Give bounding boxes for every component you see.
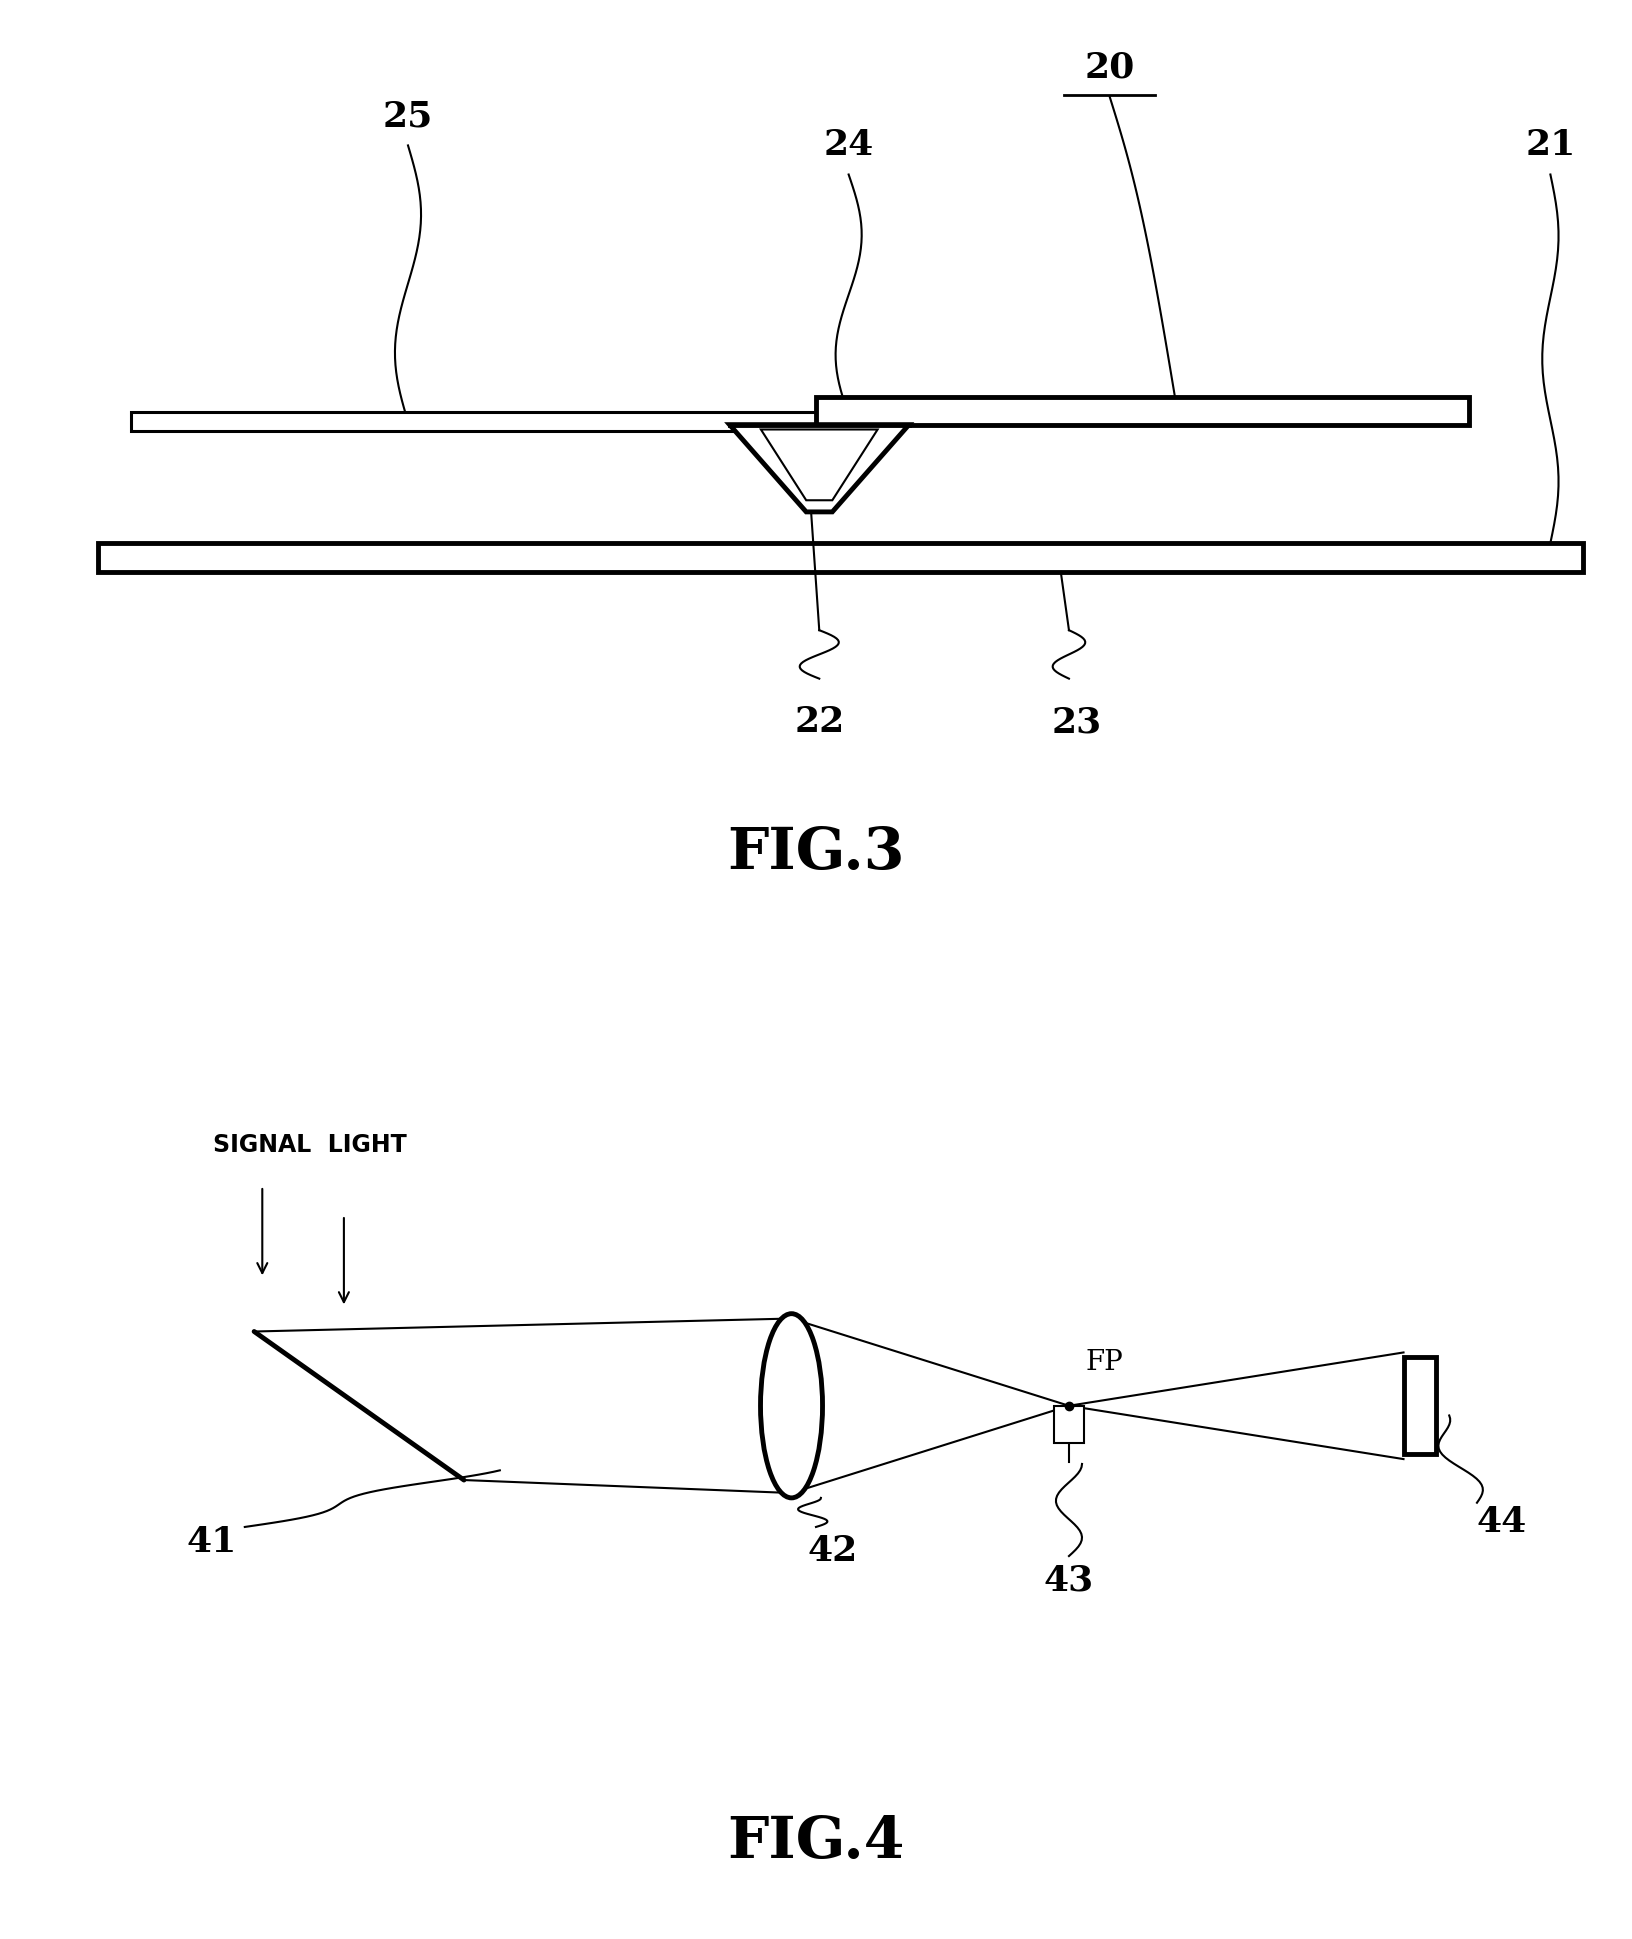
Text: SIGNAL  LIGHT: SIGNAL LIGHT: [214, 1132, 406, 1158]
FancyBboxPatch shape: [131, 411, 819, 432]
FancyBboxPatch shape: [816, 397, 1469, 425]
Text: 21: 21: [1526, 128, 1575, 163]
Text: 44: 44: [1477, 1505, 1526, 1540]
Text: 22: 22: [795, 706, 844, 739]
FancyBboxPatch shape: [98, 543, 1583, 572]
Text: 25: 25: [384, 99, 432, 134]
Text: 23: 23: [1053, 706, 1102, 739]
Text: 20: 20: [1085, 50, 1134, 85]
Text: 24: 24: [824, 128, 873, 163]
Polygon shape: [730, 425, 909, 512]
FancyBboxPatch shape: [1054, 1406, 1084, 1443]
Text: FIG.4: FIG.4: [728, 1815, 904, 1869]
FancyBboxPatch shape: [1404, 1357, 1436, 1454]
Text: 42: 42: [808, 1534, 857, 1569]
Text: 43: 43: [1044, 1563, 1093, 1598]
Text: FP: FP: [1085, 1350, 1123, 1375]
Text: FIG.3: FIG.3: [728, 826, 904, 880]
Text: 41: 41: [188, 1524, 237, 1559]
Ellipse shape: [761, 1315, 823, 1497]
Polygon shape: [761, 429, 878, 500]
